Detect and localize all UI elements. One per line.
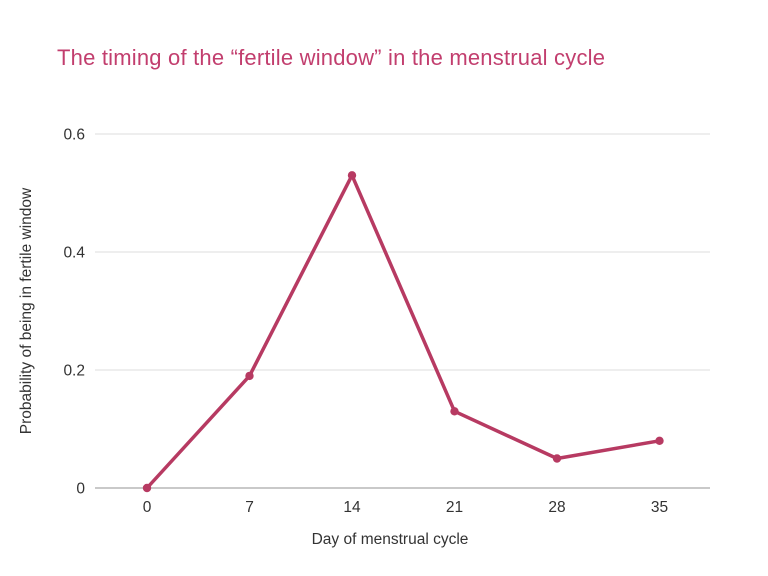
line-series xyxy=(145,173,662,490)
data-point-day-35 xyxy=(655,436,664,445)
data-point-day-0 xyxy=(142,483,152,493)
gridlines xyxy=(95,133,710,489)
x-tick-label: 7 xyxy=(245,499,254,516)
y-tick-label: 0.4 xyxy=(63,245,85,262)
x-tick-label: 0 xyxy=(143,499,152,516)
y-tick-label: 0.6 xyxy=(63,127,85,144)
x-tick-labels: 0 7 14 21 28 35 xyxy=(143,499,668,516)
x-axis-title: Day of menstrual cycle xyxy=(312,531,469,548)
x-tick-label: 14 xyxy=(343,499,361,516)
y-tick-label: 0.2 xyxy=(63,363,85,380)
data-points xyxy=(142,171,664,493)
chart-title: The timing of the “fertile window” in th… xyxy=(57,45,606,70)
y-axis-title: Probability of being in fertile window xyxy=(18,187,35,434)
data-point-day-14 xyxy=(347,171,357,180)
y-tick-labels: 0 0.2 0.4 0.6 xyxy=(63,127,85,498)
x-tick-label: 35 xyxy=(651,499,668,516)
x-tick-label: 28 xyxy=(548,499,565,516)
data-point-day-28 xyxy=(552,454,562,463)
x-tick-label: 21 xyxy=(446,499,463,516)
data-point-day-7 xyxy=(245,371,254,381)
data-point-day-21 xyxy=(450,407,459,416)
y-tick-label: 0 xyxy=(76,481,85,498)
